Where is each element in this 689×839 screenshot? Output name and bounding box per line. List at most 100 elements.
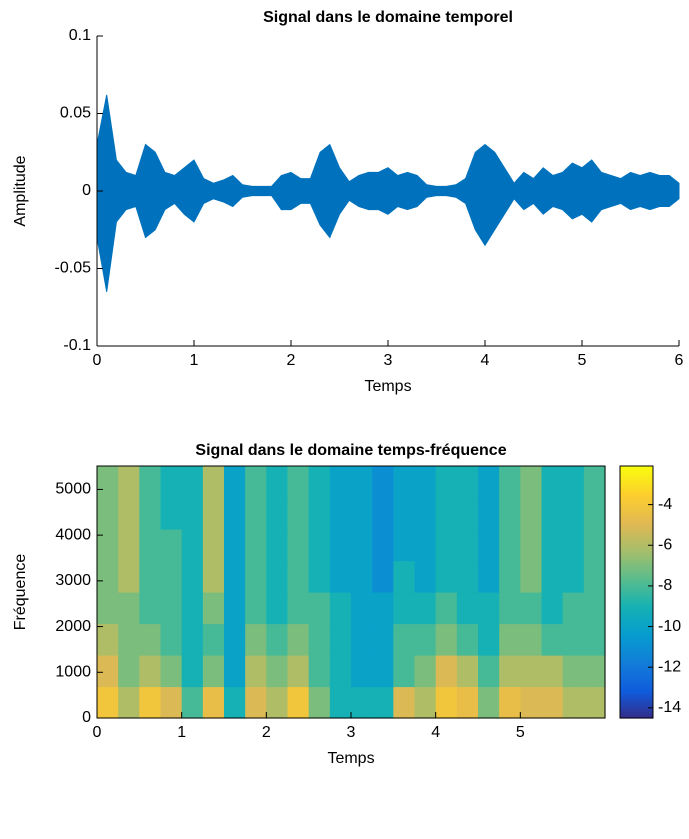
heat-cell <box>245 655 267 688</box>
heat-cell <box>118 529 140 562</box>
heat-cell <box>499 686 521 719</box>
heat-cell <box>414 655 437 688</box>
heat-cell <box>224 623 246 656</box>
heat-cell <box>435 529 458 562</box>
heat-cell <box>245 623 267 656</box>
colorbar-step <box>620 675 653 679</box>
heat-cell <box>435 560 458 593</box>
colorbar-step <box>620 506 653 510</box>
heat-cell <box>478 497 500 530</box>
heat-cell <box>160 466 183 499</box>
heat-cell <box>181 592 204 625</box>
heat-cell <box>499 655 521 688</box>
x-tick-label: 4 <box>431 724 440 741</box>
colorbar-step <box>620 579 653 583</box>
y-axis-label: Amplitude <box>12 155 29 226</box>
heat-cell <box>393 655 416 688</box>
colorbar-step <box>620 715 653 719</box>
heat-cell <box>329 592 352 625</box>
colorbar-step <box>620 602 653 606</box>
y-tick-label: -0.1 <box>63 337 91 354</box>
x-tick-label: 3 <box>347 724 356 741</box>
heat-cell <box>541 466 564 499</box>
heat-cell <box>202 592 225 625</box>
heat-cell <box>583 623 606 656</box>
colorbar-step <box>620 705 653 709</box>
heat-cell <box>287 592 310 625</box>
heat-cell <box>520 623 543 656</box>
colorbar-step <box>620 597 653 601</box>
colorbar-step <box>620 496 653 500</box>
heat-cell <box>499 466 521 499</box>
colorbar-step <box>620 503 653 507</box>
x-tick-label: 6 <box>675 352 684 369</box>
y-tick-label: 5000 <box>55 481 91 498</box>
heat-cell <box>224 466 246 499</box>
heat-cell <box>224 592 246 625</box>
colorbar-step <box>620 518 653 523</box>
heat-cell <box>414 592 437 625</box>
heat-cell <box>308 623 331 656</box>
heat-cell <box>329 529 352 562</box>
heat-cell <box>456 497 479 530</box>
colorbar-step <box>620 647 653 651</box>
colorbar-step <box>620 536 653 540</box>
heat-cell <box>139 623 162 656</box>
heat-cell <box>372 592 394 625</box>
colorbar-step <box>620 539 653 543</box>
colorbar-step <box>620 594 653 598</box>
heat-cell <box>393 466 416 499</box>
x-tick-label: 0 <box>93 352 102 369</box>
heat-cell <box>287 623 310 656</box>
heat-cell <box>478 560 500 593</box>
colorbar-step <box>620 523 653 528</box>
heat-cell <box>393 686 416 719</box>
heat-cell <box>224 655 246 688</box>
colorbar-step <box>620 612 653 616</box>
heat-cell <box>562 686 585 719</box>
colorbar-step <box>620 481 653 485</box>
heat-cell <box>181 466 204 499</box>
heat-cell <box>308 560 331 593</box>
heat-cell <box>499 623 521 656</box>
colorbar-step <box>620 642 653 646</box>
colorbar-tick-label: -10 <box>658 618 681 635</box>
heat-cell <box>562 497 585 530</box>
heat-cell <box>202 529 225 562</box>
colorbar-step <box>620 637 653 641</box>
heat-cell <box>118 655 140 688</box>
heat-cell <box>541 529 564 562</box>
heat-cell <box>329 686 352 719</box>
heat-cell <box>456 592 479 625</box>
colorbar-step <box>620 660 653 664</box>
colorbar-step <box>620 670 653 674</box>
colorbar-step <box>620 632 653 636</box>
heat-cell <box>372 560 394 593</box>
heat-cell <box>583 529 606 562</box>
x-tick-label: 2 <box>262 724 271 741</box>
heat-cell <box>181 655 204 688</box>
heat-cell <box>414 497 437 530</box>
x-axis-label: Temps <box>364 378 411 395</box>
colorbar-frame <box>619 465 654 719</box>
colorbar-step <box>620 687 653 691</box>
heat-cell <box>520 655 543 688</box>
heat-cell <box>478 686 500 719</box>
colorbar-tick-label: -6 <box>658 536 672 553</box>
heat-cell <box>456 529 479 562</box>
heat-cell <box>202 686 225 719</box>
colorbar-step <box>620 556 653 560</box>
colorbar-step <box>620 466 653 470</box>
heat-cell <box>308 592 331 625</box>
heat-cell <box>583 560 606 593</box>
heat-cell <box>520 560 543 593</box>
colorbar-step <box>620 508 653 512</box>
x-tick-label: 4 <box>481 352 490 369</box>
heat-cell <box>308 497 331 530</box>
x-tick-label: 2 <box>287 352 296 369</box>
heat-cell <box>499 529 521 562</box>
colorbar-step <box>620 566 653 570</box>
colorbar-step <box>620 511 653 515</box>
colorbar-step <box>620 652 653 656</box>
heat-cell <box>308 655 331 688</box>
